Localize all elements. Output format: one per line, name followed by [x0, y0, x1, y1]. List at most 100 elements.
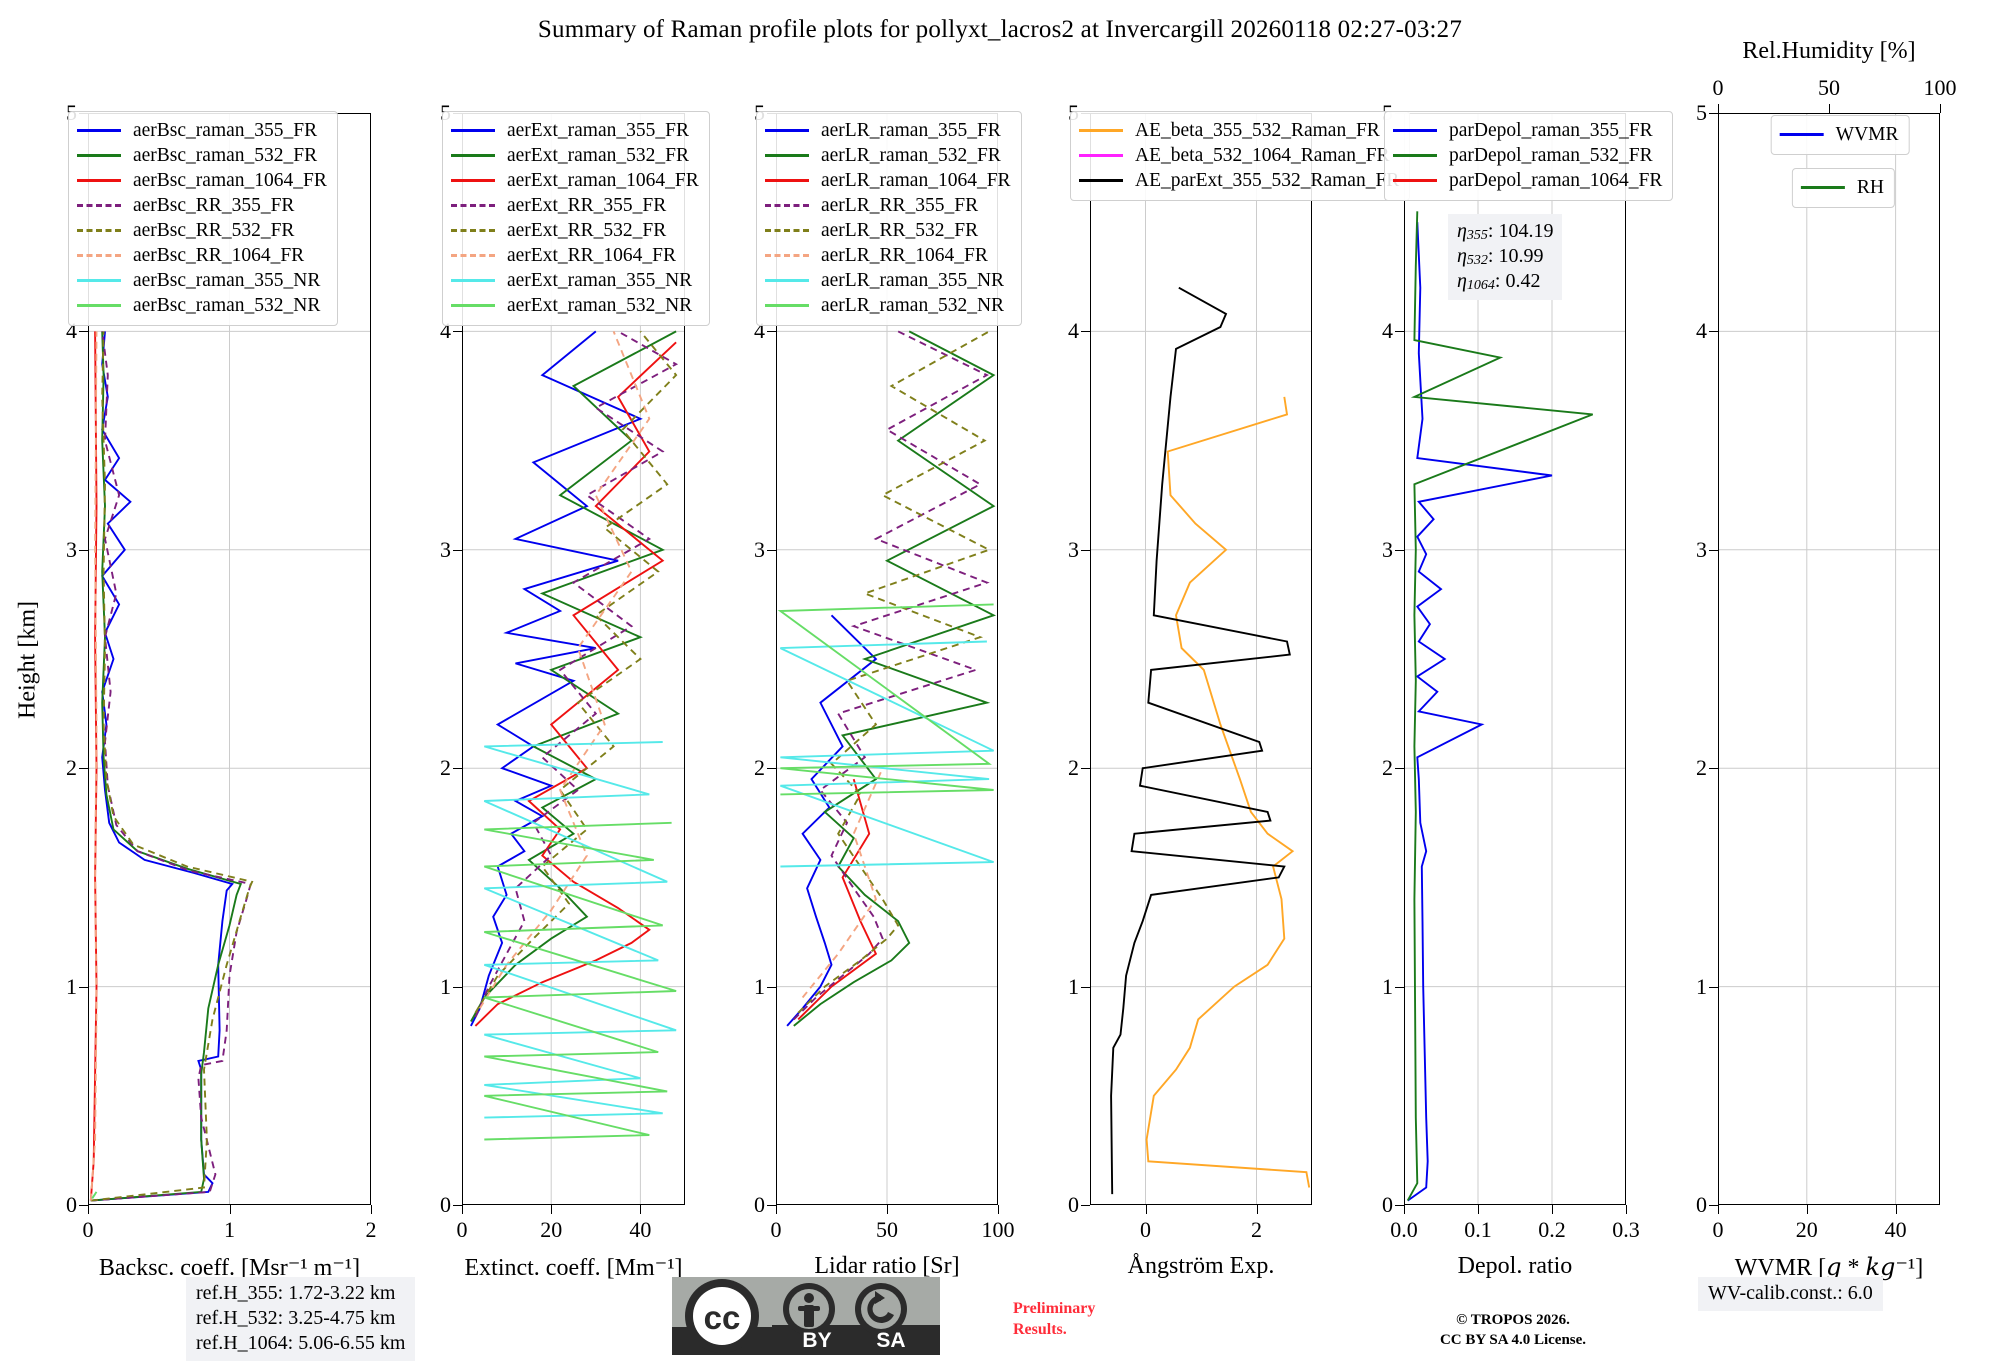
legend-backscatter[interactable]: aerBsc_raman_355_FR aerBsc_raman_532_FR ae…: [68, 111, 338, 326]
legend-entry: AE_beta_355_532_Raman_FR: [1079, 118, 1399, 143]
series-aerBsc_RR_355_FR: [90, 331, 252, 1202]
plot-area-angstrom: [1090, 113, 1312, 1205]
x-tick-mark: [1552, 1205, 1553, 1214]
x-tick-mark: [1256, 1205, 1258, 1214]
x-tick-mark: [1718, 1205, 1719, 1214]
y-tick-mark: [1709, 549, 1718, 551]
x-tick-label: 0: [82, 1217, 94, 1242]
y-tick-mark: [79, 986, 88, 988]
x-tick-label: 100: [981, 1217, 1015, 1242]
legend-line-swatch: [765, 254, 809, 257]
y-tick-mark: [453, 986, 462, 988]
wv-calib-box: WV-calib.const.: 6.0: [1698, 1277, 1883, 1311]
series-aerBsc_RR_532_FR: [90, 331, 254, 1202]
y-tick-label: 2: [1696, 755, 1707, 781]
legend-line-swatch: [1393, 154, 1437, 157]
y-tick-mark: [453, 768, 462, 770]
x-axis-label-depol-ratio: Depol. ratio: [1457, 1253, 1573, 1279]
x-tick-mark: [1404, 1205, 1405, 1214]
svg-text:cc: cc: [704, 1299, 741, 1336]
series-aerExt_raman_532_FR: [470, 330, 677, 1022]
top-x-tick-label: 100: [1923, 75, 1957, 100]
eta-value: 104.19: [1498, 220, 1554, 242]
legend-depol-ratio[interactable]: parDepol_raman_355_FR parDepol_raman_532_…: [1384, 111, 1674, 201]
x-tick-label: 0.2: [1538, 1217, 1566, 1242]
plot-frame-angstrom: [1090, 113, 1312, 1205]
series-aerExt_raman_355_NR: [483, 741, 677, 1119]
legend-label: aerBsc_raman_1064_FR: [133, 169, 327, 191]
x-tick-mark: [998, 1205, 999, 1214]
y-tick-label: 0: [66, 1192, 77, 1217]
legend-label: aerExt_raman_355_FR: [507, 119, 689, 141]
y-tick-label: 0: [440, 1192, 451, 1217]
legend-entry: parDepol_raman_355_FR: [1393, 118, 1662, 143]
y-tick-label: 2: [1068, 755, 1079, 781]
legend-line-swatch: [1079, 129, 1123, 132]
series-aerBsc_raman_355_FR: [90, 331, 234, 1202]
legend-angstrom[interactable]: AE_beta_355_532_Raman_FR AE_beta_532_1064…: [1070, 111, 1411, 201]
legend-line-swatch: [77, 254, 121, 257]
legend-entry: aerBsc_RR_355_FR: [77, 193, 327, 218]
x-tick-mark: [371, 1205, 372, 1214]
legend-extinction[interactable]: aerExt_raman_355_FR aerExt_raman_532_FR ae…: [442, 111, 710, 326]
legend-entry: aerBsc_RR_532_FR: [77, 218, 327, 243]
series-aerExt_RR_1064_FR: [478, 331, 651, 1009]
series-aerBsc_RR_1064_FR: [89, 331, 98, 1201]
legend-line-swatch: [765, 229, 809, 232]
legend-line-swatch: [77, 304, 121, 307]
y-tick-label: 1: [1068, 973, 1079, 999]
y-tick-mark: [767, 768, 776, 770]
x-tick-mark: [1895, 1205, 1897, 1214]
legend-line-swatch: [765, 304, 809, 307]
legend-entry: parDepol_raman_1064_FR: [1393, 168, 1662, 193]
y-tick-mark: [1081, 549, 1090, 551]
legend-label: parDepol_raman_1064_FR: [1449, 169, 1663, 191]
legend-line-swatch: [451, 304, 495, 307]
legend-lidar-ratio[interactable]: aerLR_raman_355_FR aerLR_raman_532_FR aerL…: [756, 111, 1022, 326]
legend-entry: aerBsc_raman_1064_FR: [77, 168, 327, 193]
x-tick-label: 0.0: [1390, 1217, 1418, 1242]
top-axis-label-wvmr: Rel.Humidity [%]: [1742, 38, 1916, 64]
legend-wvmr-rh[interactable]: RH: [1791, 168, 1895, 208]
legend-label: aerExt_RR_1064_FR: [507, 244, 676, 266]
legend-line-swatch: [765, 204, 809, 207]
legend-label: aerBsc_RR_1064_FR: [133, 244, 305, 266]
legend-entry: RH: [1800, 175, 1884, 200]
legend-entry: aerLR_RR_1064_FR: [765, 243, 1011, 268]
y-tick-mark: [1081, 1205, 1090, 1206]
legend-label: aerExt_raman_1064_FR: [507, 169, 699, 191]
series-aerLR_RR_1064_FR: [801, 767, 884, 999]
y-tick-label: 3: [1382, 536, 1393, 562]
legend-entry: parDepol_raman_532_FR: [1393, 143, 1662, 168]
legend-entry: aerLR_raman_1064_FR: [765, 168, 1011, 193]
legend-line-swatch: [765, 279, 809, 282]
legend-entry: aerExt_raman_532_FR: [451, 143, 699, 168]
legend-entry: AE_parExt_355_532_Raman_FR: [1079, 168, 1399, 193]
y-tick-mark: [767, 986, 776, 988]
x-tick-mark: [551, 1205, 553, 1214]
y-tick-label: 1: [1696, 973, 1707, 999]
legend-label: aerLR_RR_1064_FR: [821, 244, 988, 266]
legend-line-swatch: [77, 204, 121, 207]
series-parDepol_raman_355_FR: [1407, 222, 1553, 1202]
legend-line-swatch: [451, 229, 495, 232]
y-tick-mark: [79, 331, 88, 333]
y-tick-mark: [767, 331, 776, 333]
eta-value: 0.42: [1505, 270, 1541, 293]
series-parDepol_raman_532_FR: [1406, 211, 1594, 1202]
y-tick-mark: [767, 549, 776, 551]
series-aerLR_raman_355_NR: [779, 640, 995, 868]
y-tick-label: 5: [1696, 100, 1707, 125]
y-tick-label: 0: [1696, 1192, 1707, 1217]
legend-wvmr[interactable]: WVMR: [1770, 115, 1910, 155]
y-tick-label: 2: [754, 755, 765, 781]
preliminary-note: Preliminary Results.: [1013, 1300, 1096, 1338]
y-tick-label: 4: [440, 318, 451, 344]
y-tick-mark: [1395, 986, 1404, 988]
x-tick-label: 20: [1795, 1217, 1818, 1242]
plot-panel-angstrom: 01234502Ångström Exp.AE_beta_355_532_Ram…: [1068, 100, 1411, 1279]
plot-panel-wvmr: 0 1 2 3 4 5 0 20 40 WVMR [𝑔 * 𝑘𝑔⁻¹] Rel.Humidity […: [1696, 38, 1957, 1281]
y-tick-label: 4: [1068, 318, 1079, 344]
x-axis-label-wvmr: WVMR [𝑔 * 𝑘𝑔⁻¹]: [1734, 1255, 1924, 1281]
